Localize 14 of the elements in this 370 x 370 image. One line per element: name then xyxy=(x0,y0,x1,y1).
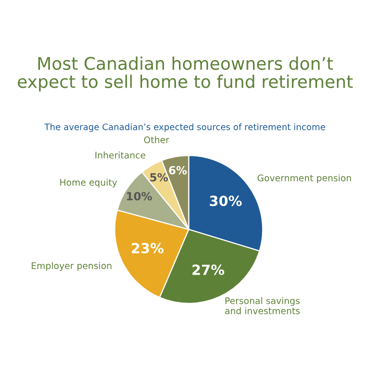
slice-label: Home equity xyxy=(60,178,118,188)
data-label: 5% xyxy=(150,173,168,182)
data-label: 23% xyxy=(132,242,164,254)
slice-label: Inheritance xyxy=(95,152,146,159)
chart-subtitle: The average Canadian’s expected sources of retirement income xyxy=(44,123,326,132)
chart-title: Most Canadian homeowners don’t expect to sell home to fund retirement xyxy=(18,56,353,92)
data-label: 6% xyxy=(168,166,187,174)
data-label: 27% xyxy=(192,264,224,276)
slice-label: Personal savings and investments xyxy=(225,297,300,314)
slice-label: Other xyxy=(144,136,170,144)
slice-label: Government pension xyxy=(258,174,351,184)
slice-label: Employer pension xyxy=(32,262,112,271)
data-label: 30% xyxy=(210,196,242,206)
data-label: 10% xyxy=(126,192,152,200)
